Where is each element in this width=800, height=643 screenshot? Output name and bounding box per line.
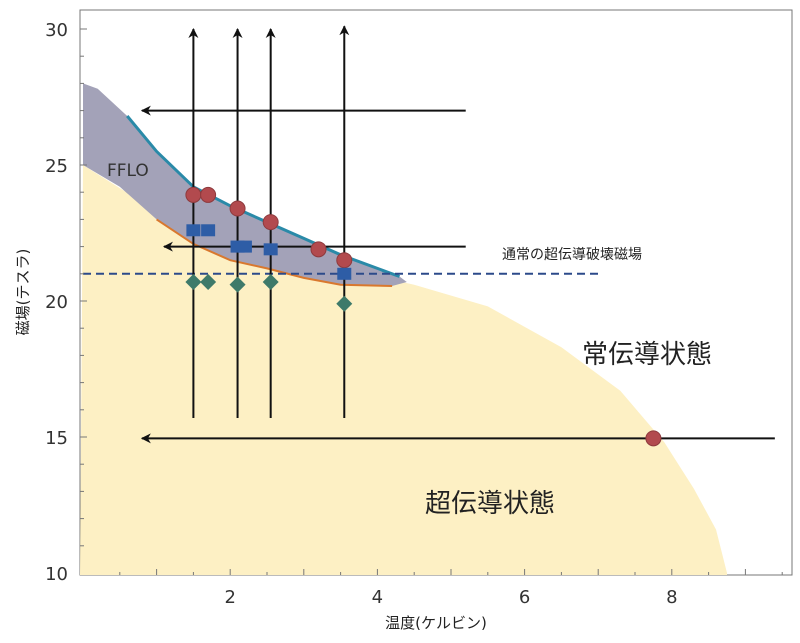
x-axis-title: 温度(ケルビン) — [385, 614, 487, 632]
normal-state-label: 常伝導状態 — [582, 340, 712, 370]
reference-line-label: 通常の超伝導破壊磁場 — [502, 247, 642, 263]
circle-point — [185, 186, 202, 203]
circle-point — [310, 241, 327, 258]
square-point — [337, 267, 352, 280]
square-point — [186, 224, 201, 237]
circle-point — [262, 214, 279, 231]
circle-point — [229, 200, 246, 217]
superconducting-state-label: 超伝導状態 — [425, 489, 555, 519]
y-tick-label: 15 — [45, 428, 68, 449]
x-tick-label: 4 — [372, 587, 383, 608]
y-tick-label: 10 — [45, 564, 68, 585]
y-tick-label: 25 — [45, 156, 68, 177]
y-tick-label: 30 — [45, 20, 68, 41]
diamond-point — [262, 273, 279, 290]
superconducting-region — [80, 165, 727, 575]
axes: 2 4 6 8 10 15 20 25 30 — [45, 20, 783, 608]
circle-point — [200, 186, 217, 203]
x-tick-label: 2 — [224, 587, 235, 608]
diamond-point — [200, 273, 217, 290]
circle-point — [336, 252, 353, 269]
diamond-point — [336, 295, 353, 312]
y-tick-label: 20 — [45, 292, 68, 313]
data-markers — [185, 186, 662, 447]
square-point — [201, 224, 216, 237]
x-tick-label: 8 — [666, 587, 677, 608]
circle-point — [645, 430, 662, 447]
diamond-point — [229, 276, 246, 293]
ffl-label: FFLO — [107, 161, 149, 181]
x-tick-label: 6 — [519, 587, 530, 608]
diamond-point — [185, 273, 202, 290]
square-point — [263, 243, 278, 256]
square-point — [237, 240, 252, 253]
y-axis-title: 磁場(テスラ) — [14, 249, 32, 336]
